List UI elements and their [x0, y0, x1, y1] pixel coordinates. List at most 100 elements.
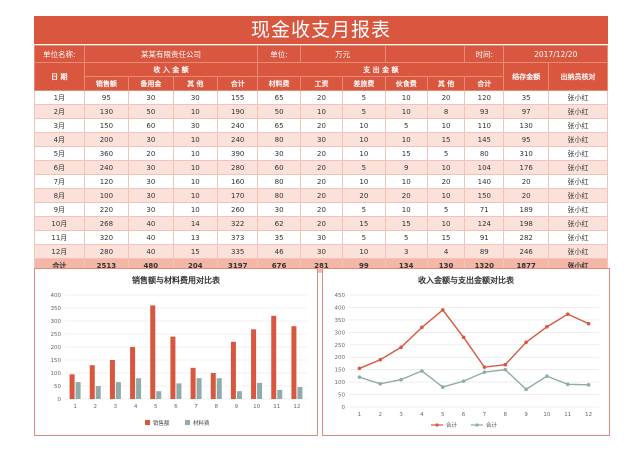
value-cell[interactable]: 5	[342, 230, 386, 245]
value-cell[interactable]: 20	[503, 188, 549, 203]
value-cell[interactable]: 30	[257, 202, 301, 217]
cashier-cell[interactable]: 张小红	[547, 160, 609, 175]
value-cell[interactable]: 268	[83, 216, 130, 231]
value-cell[interactable]: 124	[464, 216, 505, 231]
value-cell[interactable]: 310	[503, 146, 549, 161]
month-cell[interactable]: 7月	[34, 174, 85, 189]
cashier-cell[interactable]: 张小红	[547, 174, 609, 189]
month-cell[interactable]: 3月	[34, 118, 85, 133]
value-cell[interactable]: 20	[299, 174, 344, 189]
value-cell[interactable]: 30	[172, 90, 219, 105]
value-cell[interactable]: 15	[426, 132, 466, 147]
value-cell[interactable]: 335	[217, 244, 259, 259]
value-cell[interactable]: 10	[426, 118, 466, 133]
value-cell[interactable]: 10	[384, 90, 428, 105]
value-cell[interactable]: 10	[342, 174, 386, 189]
value-cell[interactable]: 5	[342, 104, 386, 119]
value-cell[interactable]: 320	[83, 230, 130, 245]
cashier-cell[interactable]: 张小红	[547, 146, 609, 161]
value-cell[interactable]: 20	[426, 90, 466, 105]
value-cell[interactable]: 246	[503, 244, 549, 259]
month-cell[interactable]: 1月	[34, 90, 85, 105]
value-cell[interactable]: 5	[384, 230, 428, 245]
value-cell[interactable]: 373	[217, 230, 259, 245]
value-cell[interactable]: 5	[384, 118, 428, 133]
value-cell[interactable]: 30	[128, 132, 174, 147]
value-cell[interactable]: 5	[426, 202, 466, 217]
value-cell[interactable]: 10	[384, 104, 428, 119]
value-cell[interactable]: 30	[128, 174, 174, 189]
value-cell[interactable]: 71	[464, 202, 505, 217]
value-cell[interactable]: 170	[217, 188, 259, 203]
value-cell[interactable]: 10	[172, 104, 219, 119]
value-cell[interactable]: 5	[342, 160, 386, 175]
month-cell[interactable]: 9月	[34, 202, 85, 217]
value-cell[interactable]: 10	[172, 174, 219, 189]
value-cell[interactable]: 130	[503, 118, 549, 133]
value-cell[interactable]: 30	[257, 146, 301, 161]
value-cell[interactable]: 282	[503, 230, 549, 245]
unit-name-value[interactable]: 某某有限责任公司	[83, 45, 259, 63]
value-cell[interactable]: 10	[384, 202, 428, 217]
cashier-cell[interactable]: 张小红	[547, 202, 609, 217]
value-cell[interactable]: 15	[172, 244, 219, 259]
value-cell[interactable]: 60	[128, 118, 174, 133]
value-cell[interactable]: 280	[217, 160, 259, 175]
value-cell[interactable]: 35	[503, 90, 549, 105]
value-cell[interactable]: 15	[426, 230, 466, 245]
value-cell[interactable]: 30	[128, 90, 174, 105]
value-cell[interactable]: 390	[217, 146, 259, 161]
value-cell[interactable]: 8	[426, 104, 466, 119]
value-cell[interactable]: 20	[299, 216, 344, 231]
value-cell[interactable]: 5	[342, 90, 386, 105]
value-cell[interactable]: 14	[172, 216, 219, 231]
value-cell[interactable]: 91	[464, 230, 505, 245]
value-cell[interactable]: 80	[464, 146, 505, 161]
value-cell[interactable]: 50	[128, 104, 174, 119]
value-cell[interactable]: 20	[128, 146, 174, 161]
value-cell[interactable]: 5	[426, 146, 466, 161]
value-cell[interactable]: 20	[299, 90, 344, 105]
month-cell[interactable]: 2月	[34, 104, 85, 119]
value-cell[interactable]: 10	[172, 132, 219, 147]
value-cell[interactable]: 30	[128, 160, 174, 175]
value-cell[interactable]: 150	[83, 118, 130, 133]
value-cell[interactable]: 30	[128, 202, 174, 217]
value-cell[interactable]: 322	[217, 216, 259, 231]
cashier-cell[interactable]: 张小红	[547, 118, 609, 133]
value-cell[interactable]: 97	[503, 104, 549, 119]
value-cell[interactable]: 190	[217, 104, 259, 119]
value-cell[interactable]: 65	[257, 118, 301, 133]
value-cell[interactable]: 95	[83, 90, 130, 105]
value-cell[interactable]: 20	[299, 118, 344, 133]
value-cell[interactable]: 160	[217, 174, 259, 189]
value-cell[interactable]: 140	[464, 174, 505, 189]
value-cell[interactable]: 189	[503, 202, 549, 217]
value-cell[interactable]: 40	[128, 230, 174, 245]
value-cell[interactable]: 4	[426, 244, 466, 259]
value-cell[interactable]: 20	[299, 160, 344, 175]
value-cell[interactable]: 198	[503, 216, 549, 231]
value-cell[interactable]: 60	[257, 160, 301, 175]
value-cell[interactable]: 46	[257, 244, 301, 259]
value-cell[interactable]: 20	[384, 188, 428, 203]
value-cell[interactable]: 20	[503, 174, 549, 189]
value-cell[interactable]: 176	[503, 160, 549, 175]
cashier-cell[interactable]: 张小红	[547, 104, 609, 119]
value-cell[interactable]: 20	[342, 188, 386, 203]
month-cell[interactable]: 4月	[34, 132, 85, 147]
value-cell[interactable]: 80	[257, 132, 301, 147]
value-cell[interactable]: 5	[342, 202, 386, 217]
value-cell[interactable]: 40	[128, 244, 174, 259]
value-cell[interactable]: 100	[83, 188, 130, 203]
cashier-cell[interactable]: 张小红	[547, 188, 609, 203]
value-cell[interactable]: 120	[464, 90, 505, 105]
value-cell[interactable]: 10	[342, 118, 386, 133]
value-cell[interactable]: 10	[384, 132, 428, 147]
value-cell[interactable]: 15	[384, 216, 428, 231]
value-cell[interactable]: 220	[83, 202, 130, 217]
value-cell[interactable]: 20	[426, 174, 466, 189]
value-cell[interactable]: 240	[83, 160, 130, 175]
value-cell[interactable]: 30	[172, 118, 219, 133]
month-cell[interactable]: 11月	[34, 230, 85, 245]
